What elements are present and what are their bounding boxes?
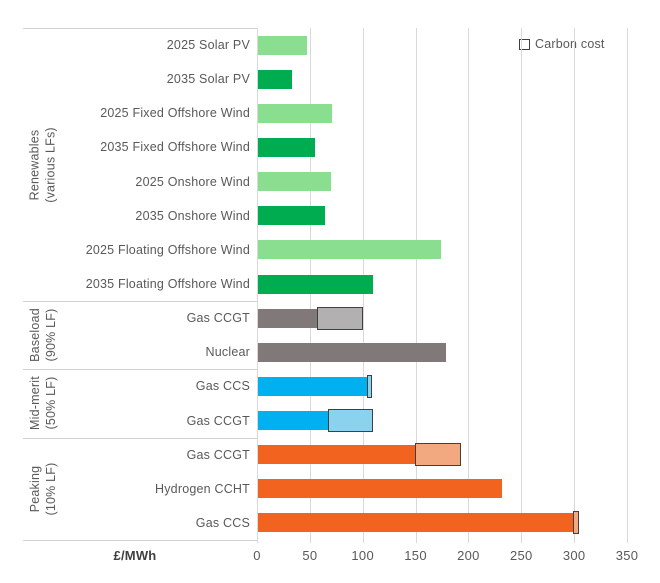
- category-label: Gas CCS: [195, 515, 250, 530]
- group-label-line1: Mid-merit: [27, 376, 42, 431]
- bar-nuclear: [258, 342, 447, 362]
- bar-2035-solar-pv: [258, 69, 292, 89]
- category-axis-line: [23, 28, 257, 29]
- x-tick-label: 100: [351, 548, 374, 563]
- x-tick-label: 300: [562, 548, 586, 563]
- bar-2035-floating-offshore-wind: [258, 274, 374, 294]
- gridline: [627, 28, 628, 543]
- carbon-cost-segment: [573, 511, 580, 535]
- category-label: 2035 Solar PV: [166, 72, 250, 87]
- category-label: Nuclear: [205, 345, 250, 360]
- gridline: [257, 28, 258, 543]
- bar-gas-ccs: [258, 513, 575, 533]
- bar-gas-ccgt: [258, 308, 319, 328]
- group-separator-line: [23, 540, 257, 541]
- carbon-cost-segment: [317, 306, 363, 330]
- carbon-cost-legend-swatch-icon: [519, 38, 530, 50]
- category-label: 2035 Onshore Wind: [135, 208, 250, 223]
- group-label-line2: (10% LF): [44, 462, 59, 516]
- bar-2035-fixed-offshore-wind: [258, 137, 316, 157]
- group-label-line1: Renewables: [28, 129, 42, 200]
- gridline: [521, 28, 523, 543]
- category-label: 2035 Floating Offshore Wind: [85, 277, 250, 291]
- x-tick-label: 0: [253, 548, 261, 563]
- group-label-line1: Baseload: [27, 308, 42, 363]
- category-label: Gas CCGT: [186, 447, 250, 462]
- carbon-cost-segment: [327, 409, 374, 433]
- gridline: [574, 28, 576, 543]
- category-label: 2035 Fixed Offshore Wind: [100, 140, 250, 155]
- carbon-cost-legend-label: Carbon cost: [535, 37, 605, 51]
- category-label: Gas CCGT: [186, 413, 250, 428]
- bar-2025-floating-offshore-wind: [258, 240, 441, 260]
- group-label: Renewables (various LFs): [27, 28, 61, 301]
- bar-hydrogen-ccht: [258, 479, 503, 499]
- group-label-line2: (90% LF): [43, 308, 58, 362]
- gridline: [415, 28, 417, 543]
- carbon-cost-segment: [414, 443, 461, 467]
- bar-2025-solar-pv: [258, 35, 307, 55]
- group-separator-line: [23, 301, 257, 303]
- carbon-cost-segment: [366, 374, 373, 398]
- group-label: Mid-merit (50% LF): [27, 369, 61, 437]
- bar-2025-fixed-offshore-wind: [258, 103, 332, 123]
- x-axis-title: £/MWh: [113, 548, 157, 563]
- x-tick-label: 200: [457, 548, 480, 563]
- category-label: Gas CCS: [195, 379, 250, 394]
- bar-2025-onshore-wind: [258, 172, 331, 192]
- legend: Carbon cost: [519, 37, 605, 51]
- gridline: [468, 28, 470, 543]
- x-tick-label: 250: [509, 548, 533, 563]
- category-label: 2025 Fixed Offshore Wind: [100, 106, 250, 121]
- category-label: 2025 Solar PV: [166, 38, 250, 53]
- bar-2035-onshore-wind: [258, 206, 325, 226]
- bar-gas-ccgt: [258, 411, 329, 431]
- category-label: Hydrogen CCHT: [155, 481, 250, 496]
- category-label: 2025 Onshore Wind: [135, 174, 250, 189]
- group-label-line1: Peaking: [28, 465, 43, 513]
- group-separator-line: [23, 437, 257, 439]
- bar-gas-ccs: [258, 376, 368, 396]
- group-label: Peaking (10% LF): [27, 438, 61, 540]
- bar-gas-ccgt: [258, 445, 416, 465]
- group-label-line2: (various LFs): [44, 126, 58, 203]
- group-label: Baseload (90% LF): [27, 301, 61, 369]
- x-tick-label: 150: [404, 548, 427, 563]
- category-label: 2025 Floating Offshore Wind: [85, 242, 250, 257]
- x-tick-label: 350: [615, 548, 639, 563]
- group-label-line2: (50% LF): [43, 376, 58, 430]
- category-label: Gas CCGT: [186, 311, 250, 326]
- x-tick-label: 50: [302, 548, 318, 563]
- group-separator-line: [23, 369, 257, 371]
